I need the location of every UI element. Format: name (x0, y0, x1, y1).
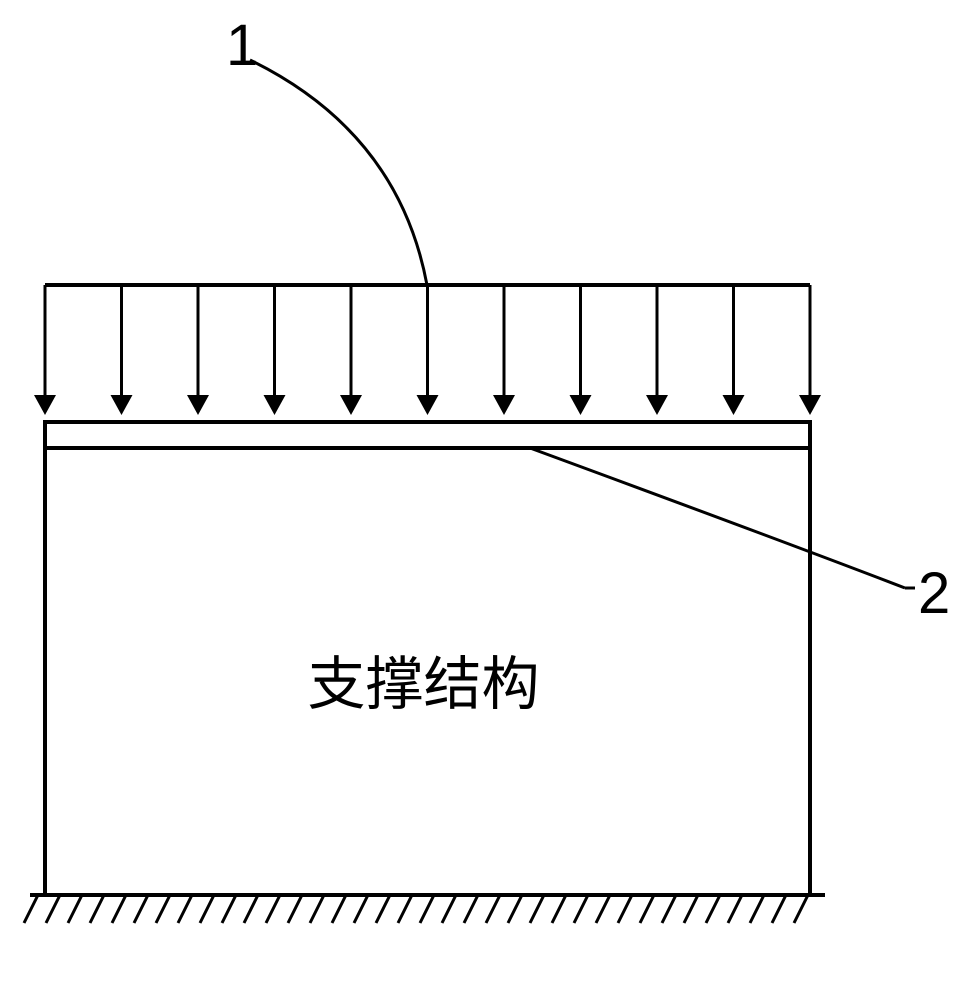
ground-hatch (508, 895, 522, 923)
ground-hatch (24, 895, 38, 923)
ground-hatch (464, 895, 478, 923)
callout-1-leader (250, 60, 427, 285)
ground-hatch (266, 895, 280, 923)
ground-hatch (596, 895, 610, 923)
load-arrow-head (493, 395, 515, 415)
load-arrow-head (264, 395, 286, 415)
ground-hatch (244, 895, 258, 923)
ground-hatch (574, 895, 588, 923)
load-arrow-head (799, 395, 821, 415)
ground-hatch (288, 895, 302, 923)
load-arrow-head (34, 395, 56, 415)
ground-hatch (398, 895, 412, 923)
ground-hatch (772, 895, 786, 923)
ground-hatch (794, 895, 808, 923)
diagram-svg (0, 0, 978, 1000)
ground-hatch (112, 895, 126, 923)
ground-hatch (90, 895, 104, 923)
load-arrow-head (187, 395, 209, 415)
ground-hatch (618, 895, 632, 923)
ground-hatch (156, 895, 170, 923)
ground-hatch (750, 895, 764, 923)
ground-hatch (68, 895, 82, 923)
ground-hatch (442, 895, 456, 923)
ground-hatch (684, 895, 698, 923)
ground-hatch (706, 895, 720, 923)
load-arrow-head (723, 395, 745, 415)
support-box-text: 支撑结构 (308, 637, 540, 721)
load-arrow-head (340, 395, 362, 415)
load-arrow-head (646, 395, 668, 415)
callout-label-2: 2 (918, 560, 950, 627)
ground-hatch (552, 895, 566, 923)
callout-2-leader (530, 448, 905, 588)
ground-hatch (420, 895, 434, 923)
ground-hatch (178, 895, 192, 923)
ground-hatch (134, 895, 148, 923)
ground-hatch (200, 895, 214, 923)
ground-hatch (46, 895, 60, 923)
ground-hatch (486, 895, 500, 923)
ground-hatch (332, 895, 346, 923)
ground-hatch (640, 895, 654, 923)
ground-hatch (662, 895, 676, 923)
load-arrow-head (111, 395, 133, 415)
ground-hatch (222, 895, 236, 923)
ground-hatch (354, 895, 368, 923)
ground-hatch (530, 895, 544, 923)
load-arrow-head (570, 395, 592, 415)
ground-hatch (376, 895, 390, 923)
beam-rect (45, 422, 810, 448)
ground-hatch (728, 895, 742, 923)
ground-hatch (310, 895, 324, 923)
load-arrow-head (417, 395, 439, 415)
callout-label-1: 1 (226, 12, 258, 79)
